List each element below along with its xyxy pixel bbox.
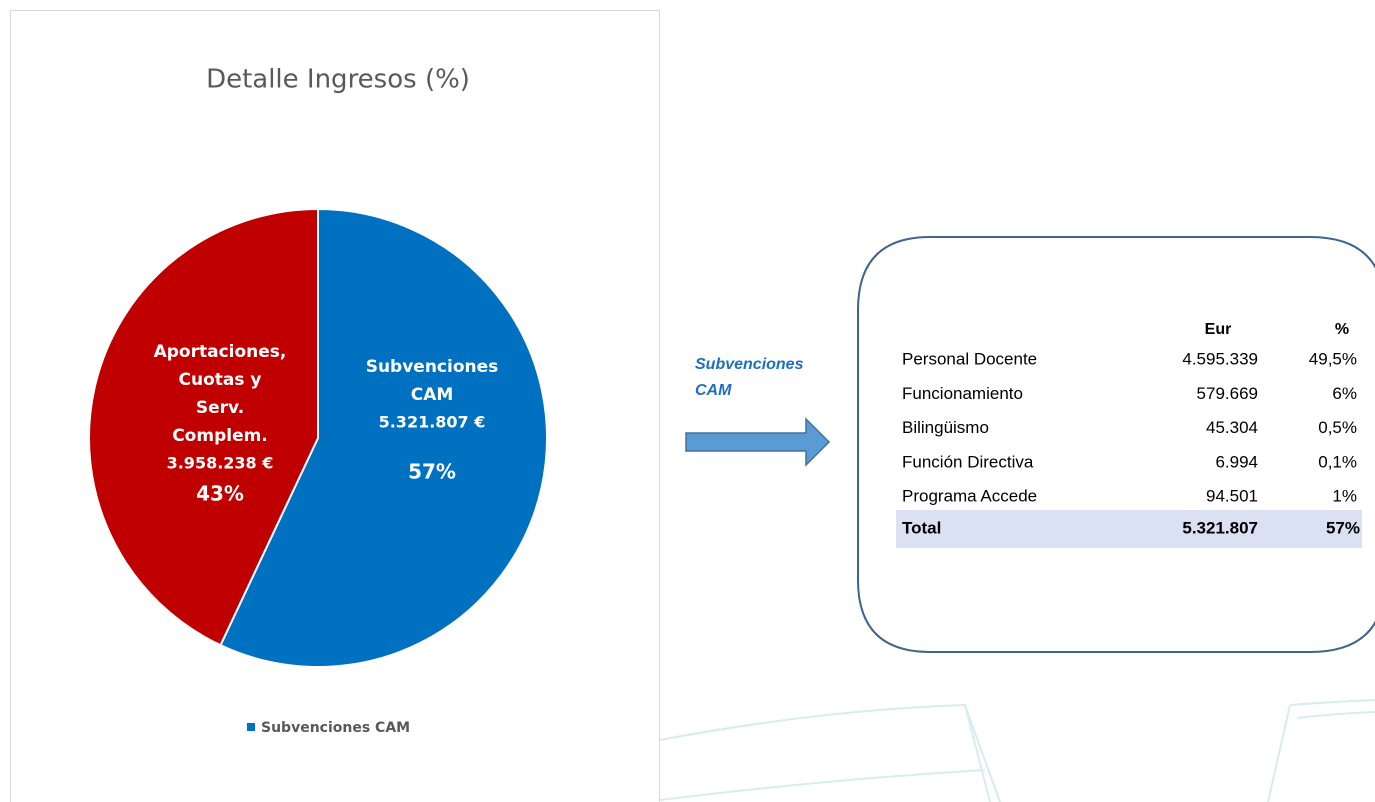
table-cell: Función Directiva: [902, 452, 1034, 471]
table-frame: [857, 236, 1375, 653]
table-cell: Personal Docente: [902, 349, 1037, 368]
table-cell: Programa Accede: [902, 487, 1037, 506]
table-cell: 49,5%: [1309, 349, 1357, 368]
table-cell: 6.994: [1215, 452, 1258, 471]
table-cell: Funcionamiento: [902, 384, 1023, 403]
table-cell: 4.595.339: [1182, 349, 1258, 368]
table-cell: 94.501: [1206, 487, 1258, 506]
arrow-label: Subvenciones CAM: [695, 356, 804, 399]
table-cell: Bilingüismo: [902, 418, 989, 437]
table-cell: 0,1%: [1318, 452, 1357, 471]
chart-title: Detalle Ingresos (%): [206, 65, 470, 95]
slice-category: Aportaciones, Cuotas y Serv. Complem.: [154, 342, 287, 446]
table-cell: 6%: [1332, 384, 1357, 403]
table-total: 5.321.807: [1182, 518, 1258, 537]
total-row-bg: [896, 510, 1362, 548]
table: Eur % Personal Docente 4.595.339 49,5% Funcio…: [902, 321, 1360, 537]
table-total: 57%: [1326, 518, 1360, 537]
legend-label: Subvenciones CAM: [261, 720, 410, 736]
table-header: Eur: [1205, 321, 1232, 338]
table-cell: 0,5%: [1318, 418, 1357, 437]
table-cell: 579.669: [1197, 384, 1258, 403]
pie-slice: [88, 207, 319, 647]
slice-category: Subvenciones CAM: [366, 357, 499, 405]
table-cell: 1%: [1332, 487, 1357, 506]
table-cell: 45.304: [1206, 418, 1258, 437]
pie-slice: [219, 207, 549, 668]
background-decor: [659, 699, 1375, 802]
arrow: [685, 417, 831, 467]
table-header: %: [1335, 321, 1349, 338]
table-total: Total: [902, 518, 941, 537]
slice-amount: 5.321.807 €: [379, 413, 486, 432]
pie: Subvenciones CAM 5.321.807 € 57% Aportacione…: [88, 207, 549, 668]
slice-amount: 3.958.238 €: [167, 454, 274, 473]
slice-value: 57%: [408, 460, 456, 484]
legend-swatch: [247, 723, 255, 731]
slice-value: 43%: [196, 482, 244, 506]
